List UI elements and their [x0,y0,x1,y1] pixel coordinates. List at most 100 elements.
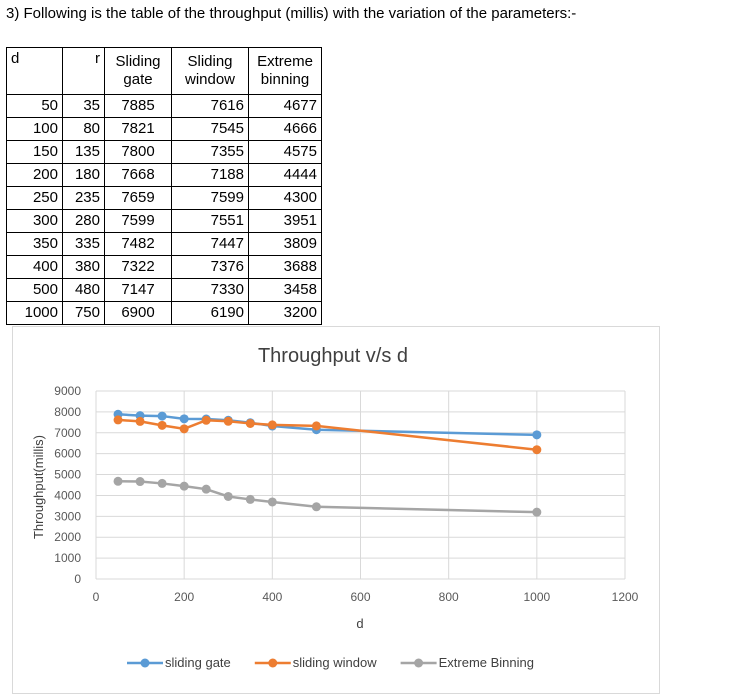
data-point [223,491,233,501]
data-point [311,502,321,512]
table-row: 50 35 7885 7616 4677 [6,94,322,118]
y-tick-label: 9000 [54,384,81,398]
y-tick-label: 3000 [54,509,81,523]
x-axis-title: d [356,616,363,631]
y-tick-label: 5000 [54,468,81,482]
data-point [157,420,167,430]
x-tick-label: 600 [350,590,370,604]
legend-marker [414,658,424,668]
header-extreme-binning-line2: binning [260,71,310,88]
legend-label: Extreme Binning [439,655,534,670]
cell-sliding-gate: 7659 [104,186,172,210]
data-point [267,497,277,507]
cell-sliding-window: 7551 [171,209,249,233]
x-tick-label: 800 [439,590,459,604]
cell-sliding-window: 7188 [171,163,249,187]
cell-d: 200 [6,163,63,187]
throughput-chart: Throughput v/s d 01000200030004000500060… [31,345,639,670]
cell-sliding-window: 6190 [171,301,249,325]
cell-d: 250 [6,186,63,210]
cell-r: 335 [62,232,105,256]
header-sliding-gate: Sliding gate [104,47,172,95]
cell-r: 135 [62,140,105,164]
cell-r: 380 [62,255,105,279]
table-row: 100 80 7821 7545 4666 [6,117,322,141]
chart-title: Throughput v/s d [258,345,408,367]
data-point [135,416,145,426]
data-point [113,415,123,425]
cell-r: 750 [62,301,105,325]
chart-area: Throughput v/s d 0 1000 2000 3000 4000 5000 60… [12,326,660,694]
table-row: 500 480 7147 7330 3458 [6,278,322,302]
series-line-2 [118,480,537,514]
cell-extreme-binning: 3809 [248,232,322,256]
legend-marker [268,658,278,668]
cell-sliding-gate: 7482 [104,232,172,256]
cell-r: 180 [62,163,105,187]
data-point [245,418,255,428]
header-d: d [6,47,63,95]
cell-sliding-window: 7376 [171,255,249,279]
cell-d: 1000 [6,301,63,325]
data-point [135,477,145,487]
cell-extreme-binning: 4575 [248,140,322,164]
data-point [245,494,255,504]
data-point [179,424,189,434]
header-sliding-window-line2: window [184,71,236,88]
cell-d: 500 [6,278,63,302]
cell-sliding-window: 7330 [171,278,249,302]
data-point [267,420,277,430]
cell-d: 400 [6,255,63,279]
data-point [532,507,542,517]
cell-extreme-binning: 3688 [248,255,322,279]
cell-sliding-gate: 7821 [104,117,172,141]
header-r: r [62,47,105,95]
cell-sliding-gate: 7322 [104,255,172,279]
cell-d: 100 [6,117,63,141]
data-point [532,445,542,455]
cell-sliding-window: 7447 [171,232,249,256]
cell-r: 235 [62,186,105,210]
cell-sliding-gate: 7885 [104,94,172,118]
legend-label: sliding window [293,655,377,670]
page-heading: 3) Following is the table of the through… [6,5,577,22]
header-sliding-gate-line2: gate [123,71,153,88]
header-sliding-gate-line1: Sliding [115,53,161,70]
cell-extreme-binning: 3951 [248,209,322,233]
data-point [179,414,189,424]
throughput-table: d r Sliding gate Sliding window Extreme bin… [6,47,322,325]
header-extreme-binning-line1: Extreme [257,53,313,70]
table-row: 300 280 7599 7551 3951 [6,209,322,233]
cell-d: 50 [6,94,63,118]
x-tick-label: 1000 [523,590,550,604]
y-tick-label: 0 [74,572,81,586]
y-tick-label: 1000 [54,551,81,565]
cell-d: 300 [6,209,63,233]
header-extreme-binning: Extreme binning [248,47,322,95]
table-row: 350 335 7482 7447 3809 [6,232,322,256]
table-row: 250 235 7659 7599 4300 [6,186,322,210]
data-point [157,411,167,421]
table-row: 1000 750 6900 6190 3200 [6,301,322,325]
cell-sliding-gate: 6900 [104,301,172,325]
x-tick-label: 200 [174,590,194,604]
cell-sliding-window: 7545 [171,117,249,141]
x-axis-ticks: 0 200 400 600 800 1000 1200 [93,590,639,604]
data-point [113,476,123,486]
cell-extreme-binning: 3200 [248,301,322,325]
y-axis-title: Throughput(millis) [31,435,46,539]
chart-series [113,409,542,517]
cell-extreme-binning: 4444 [248,163,322,187]
cell-sliding-window: 7599 [171,186,249,210]
series-line-1 [117,418,537,451]
cell-sliding-gate: 7147 [104,278,172,302]
y-axis-ticks: 0 1000 2000 3000 4000 5000 6000 7000 8000 9000 [54,384,81,586]
header-sliding-window: Sliding window [171,47,249,95]
legend-label: sliding gate [165,655,231,670]
y-tick-label: 7000 [54,426,81,440]
y-tick-label: 6000 [54,447,81,461]
x-tick-label: 0 [93,590,100,604]
cell-extreme-binning: 4666 [248,117,322,141]
header-sliding-window-line1: Sliding [187,53,233,70]
cell-r: 480 [62,278,105,302]
